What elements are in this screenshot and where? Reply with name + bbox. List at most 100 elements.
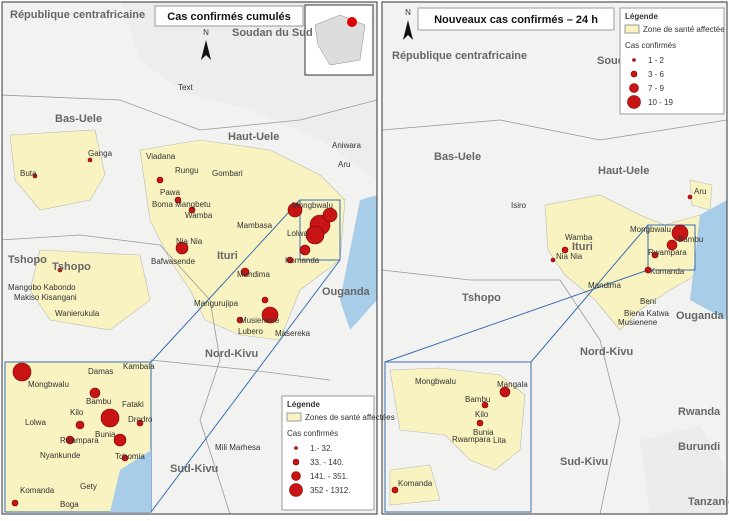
place-label: Tanzanie [688, 496, 729, 508]
place-label: Bafwasende [151, 257, 196, 266]
case-circle [651, 251, 659, 259]
place-label: Buta [20, 169, 37, 178]
place-label: Wamba [565, 233, 593, 242]
place-label: Makiso Kisangani [14, 293, 77, 302]
legend-circle [627, 95, 641, 109]
place-label: Rwampara [452, 435, 491, 444]
place-label: Rungu [175, 166, 199, 175]
case-circle [12, 362, 32, 382]
place-label: Boga [60, 500, 79, 509]
north-arrow [403, 20, 413, 40]
right-frame [381, 1, 728, 515]
legend-circle [291, 471, 301, 481]
place-label: Bambu [465, 395, 490, 404]
place-label: Viadana [146, 152, 176, 161]
place-label: Ituri [572, 241, 593, 253]
legend-circle [289, 483, 303, 497]
case-circle [89, 387, 101, 399]
place-label: Bambu [86, 397, 111, 406]
legend-zone: Zone de santé affectée [643, 25, 725, 34]
legend-class: 1 - 2 [648, 56, 665, 65]
place-label: Lolwa [287, 229, 308, 238]
case-circle [75, 420, 85, 430]
case-circle [174, 196, 182, 204]
place-label: Sud-Kivu [560, 456, 608, 468]
case-circle [561, 246, 569, 254]
place-label: Kilo [475, 410, 489, 419]
place-label: Nyankunde [40, 451, 81, 460]
case-circle [550, 257, 556, 263]
place-label: Musienene [240, 316, 280, 325]
place-label: Drodro [128, 415, 153, 424]
labels: République centrafricaine Soudan du Sud Te… [8, 7, 729, 511]
place-label: Lita [493, 436, 506, 445]
place-label: Mongbwalu [630, 225, 671, 234]
case-circle [499, 386, 511, 398]
place-label: Wamba [185, 211, 213, 220]
place-label: Aru [694, 187, 706, 196]
place-label: Bas-Uele [434, 151, 481, 163]
case-circle [156, 176, 164, 184]
place-label: Aniwara [332, 141, 361, 150]
case-circle [261, 296, 269, 304]
place-label: Sud-Kivu [170, 463, 218, 475]
legend-class: 352 - 1312. [310, 486, 350, 495]
place-label: Tchomia [115, 452, 145, 461]
place-label: Beni [640, 297, 656, 306]
case-circle [11, 499, 19, 507]
place-label: Bas-Uele [55, 113, 102, 125]
place-label: Haut-Uele [598, 165, 649, 177]
place-label: Bambu [678, 235, 703, 244]
case-circle [481, 401, 489, 409]
place-label: Bunia [95, 430, 116, 439]
left-title: Cas confirmés cumulés [167, 11, 291, 23]
case-circle [671, 224, 689, 242]
place-label: Soudan du Sud [232, 27, 313, 39]
place-label: Aru [338, 160, 350, 169]
legend-class: 3 - 6 [648, 70, 665, 79]
case-circle [666, 239, 678, 251]
place-label: République centrafricaine [392, 50, 527, 62]
case-circle [261, 306, 279, 324]
place-label: Wanierukula [55, 309, 100, 318]
place-label: Mangurujipa [194, 299, 239, 308]
legend-swatch [286, 412, 302, 422]
place-label: Masereka [275, 329, 311, 338]
case-circle [32, 173, 38, 179]
place-label: Mongbwalu [292, 201, 333, 210]
legend-title: Légende [625, 12, 658, 21]
legend-class: 33. - 140. [310, 458, 344, 467]
legend-circle [632, 58, 636, 62]
place-label: Mangobo Kabondo [8, 283, 76, 292]
case-circle [287, 202, 303, 218]
place-label: Nord-Kivu [205, 348, 258, 360]
case-circle [188, 206, 196, 214]
place-label: Komanda [650, 267, 685, 276]
place-label: Bunia [473, 428, 494, 437]
place-label: Gombari [212, 169, 243, 178]
legend-circle [292, 458, 300, 466]
place-label: Nia Nia [556, 252, 583, 261]
place-label: Musienene [618, 318, 658, 327]
place-label: Rwampara [60, 436, 99, 445]
place-label: Komanda [398, 479, 433, 488]
legend-class: 7 - 9 [648, 84, 665, 93]
place-label: Ituri [217, 250, 238, 262]
place-label: Kilo [70, 408, 84, 417]
case-circle [687, 194, 693, 200]
case-circle [136, 419, 144, 427]
legend-class: 10 - 19 [648, 98, 673, 107]
legend-circle [630, 70, 638, 78]
legend-class: 141. - 351. [310, 472, 348, 481]
case-circle [57, 267, 63, 273]
place-label: Komanda [285, 256, 320, 265]
place-label: Text [178, 83, 193, 92]
place-label: Ouganda [322, 286, 371, 298]
case-circle [299, 244, 311, 256]
case-circle [87, 157, 93, 163]
case-circle [391, 486, 399, 494]
place-label: Mili Marhesa [215, 443, 261, 452]
legend-class: 1.- 32. [310, 444, 333, 453]
case-circle [100, 408, 120, 428]
